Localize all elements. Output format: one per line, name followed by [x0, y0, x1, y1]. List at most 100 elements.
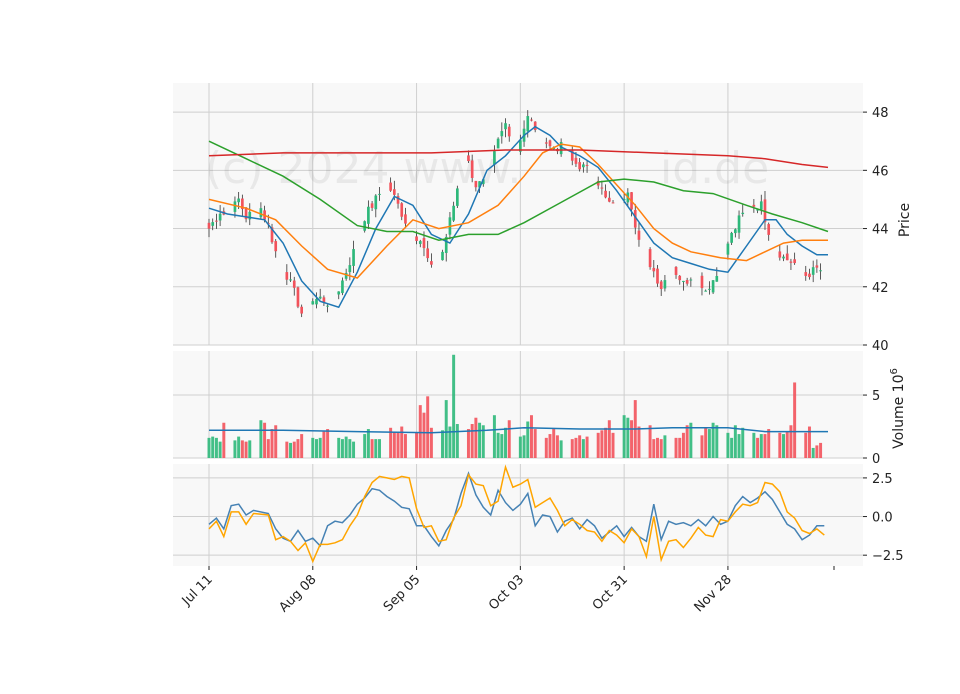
- volume-bar-down: [529, 415, 533, 458]
- candle-up: [741, 212, 745, 215]
- candle-up: [378, 193, 381, 195]
- volume-bar-up: [711, 422, 715, 458]
- candle-down: [678, 275, 682, 281]
- candle-up: [734, 229, 737, 234]
- price-tick-label: 44: [872, 223, 889, 238]
- volume-bar-down: [418, 405, 422, 458]
- volume-bar-down: [656, 437, 659, 458]
- candle-up: [500, 131, 504, 137]
- price-tick-label: 46: [872, 164, 889, 179]
- candle-up: [496, 138, 500, 149]
- candle-down: [815, 265, 819, 268]
- candle-down: [607, 197, 611, 202]
- candle-down: [674, 266, 678, 275]
- volume-bar-up: [448, 426, 452, 458]
- x-tick-label: Oct 03: [486, 572, 527, 613]
- volume-bar-down: [604, 427, 608, 458]
- candle-down: [530, 119, 533, 121]
- volume-bar-down: [819, 442, 823, 458]
- moving-average-line-3: [208, 140, 829, 241]
- candle-up: [259, 208, 263, 218]
- volume-bar-up: [211, 436, 215, 458]
- volume-bar-down: [370, 439, 374, 458]
- candle-up: [704, 290, 708, 292]
- candle-up: [218, 213, 222, 221]
- candle-down: [392, 189, 396, 195]
- candle-up: [819, 270, 822, 272]
- candle-up: [622, 198, 626, 201]
- candle-down: [430, 261, 433, 265]
- volume-bar-down: [704, 427, 708, 458]
- volume-bar-up: [366, 429, 370, 458]
- volume-bar-up: [504, 427, 508, 458]
- candle-up: [582, 164, 585, 168]
- candle-up: [715, 276, 719, 282]
- volume-bar-up: [218, 441, 222, 458]
- candle-up: [782, 256, 785, 259]
- candle-up: [759, 201, 763, 210]
- volume-bar-down: [422, 412, 426, 458]
- volume-bar-up: [248, 440, 252, 458]
- candle-up: [344, 272, 348, 279]
- candle-down: [648, 249, 652, 268]
- candle-up: [481, 179, 485, 185]
- volume-average-line: [209, 427, 828, 434]
- candle-down: [215, 220, 218, 222]
- volume-bar-up: [452, 354, 456, 458]
- volume-bar-up: [663, 435, 667, 458]
- candle-down: [400, 203, 404, 217]
- volume-bar-down: [793, 382, 797, 458]
- volume-bar-up: [811, 447, 815, 458]
- candle-up: [726, 243, 730, 255]
- candle-down: [685, 280, 689, 284]
- volume-bar-down: [630, 420, 634, 458]
- candle-up: [418, 241, 422, 244]
- candle-up: [708, 288, 711, 290]
- oscillator-panel: [173, 464, 863, 566]
- volume-bar-up: [707, 429, 711, 458]
- volume-bar-down: [285, 441, 289, 458]
- volume-bar-down: [533, 429, 537, 458]
- candle-down: [470, 160, 474, 178]
- candle-up: [452, 205, 455, 221]
- volume-bar-down: [292, 441, 296, 458]
- candle-up: [493, 151, 496, 165]
- volume-bar-down: [270, 429, 274, 458]
- volume-bar-down: [403, 434, 407, 458]
- candle-up: [663, 280, 667, 289]
- volume-bar-down: [396, 432, 400, 458]
- volume-bar-up: [374, 439, 378, 458]
- volume-bar-up: [500, 434, 504, 458]
- volume-panel: [173, 351, 863, 458]
- moving-average-line-1: [208, 125, 828, 309]
- volume-bar-up: [496, 432, 500, 458]
- volume-bar-up: [726, 432, 730, 458]
- candle-down: [604, 190, 607, 198]
- volume-bar-up: [715, 425, 719, 458]
- x-tick-label: Nov 28: [692, 572, 735, 615]
- candle-down: [793, 259, 796, 264]
- volume-tick-label: 5: [872, 389, 880, 404]
- volume-bar-up: [237, 436, 241, 458]
- volume-bar-down: [274, 425, 278, 458]
- oscillator-line-2: [208, 464, 825, 564]
- candle-down: [570, 150, 574, 161]
- candle-up: [341, 280, 344, 294]
- price-panel: [173, 83, 863, 345]
- volume-bar-up: [733, 425, 737, 458]
- candle-down: [585, 164, 589, 166]
- candle-down: [207, 222, 211, 229]
- candle-up: [289, 279, 292, 281]
- volume-bar-up: [340, 439, 344, 458]
- volume-bar-up: [741, 427, 745, 458]
- volume-bar-down: [415, 432, 419, 458]
- volume-bar-up: [626, 417, 630, 458]
- volume-bar-down: [574, 437, 578, 458]
- candle-down: [804, 272, 808, 276]
- x-tick-label: Sep 05: [381, 572, 424, 615]
- volume-bar-down: [570, 439, 574, 458]
- candle-down: [652, 267, 656, 272]
- volume-bar-down: [585, 436, 589, 458]
- oscillator-line-1: [208, 471, 825, 548]
- volume-bar-up: [559, 440, 563, 458]
